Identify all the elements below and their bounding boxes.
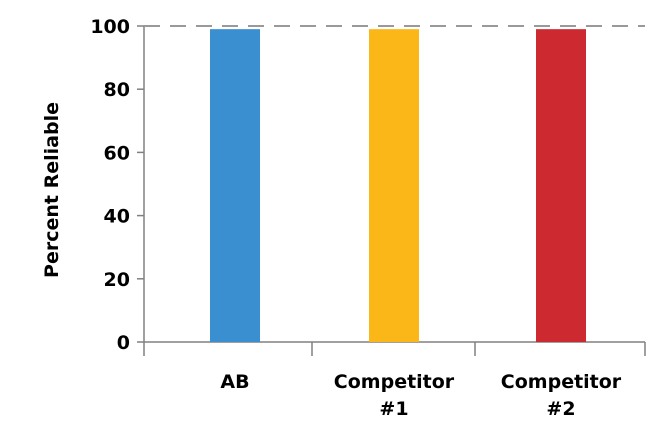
x-category-label: Competitor #2 (501, 371, 622, 420)
bar-0 (210, 29, 260, 342)
y-axis-title: Percent Reliable (41, 102, 63, 278)
y-tick-label: 80 (104, 79, 130, 101)
bar-1 (369, 29, 419, 342)
y-tick-label: 60 (104, 142, 130, 164)
x-category-label: Competitor #1 (334, 371, 455, 420)
y-tick-label: 0 (117, 332, 130, 354)
x-category-label: AB (220, 371, 249, 393)
x-category-label-line: AB (220, 371, 249, 393)
x-category-label-line: Competitor (501, 371, 622, 393)
y-tick-label: 20 (104, 269, 130, 291)
y-tick-label: 100 (90, 16, 130, 38)
bar-2 (536, 29, 586, 342)
x-category-label-line: Competitor (334, 371, 455, 393)
x-category-label-line: #1 (379, 398, 408, 420)
x-category-label-line: #2 (546, 398, 575, 420)
y-tick-label: 40 (104, 206, 130, 228)
